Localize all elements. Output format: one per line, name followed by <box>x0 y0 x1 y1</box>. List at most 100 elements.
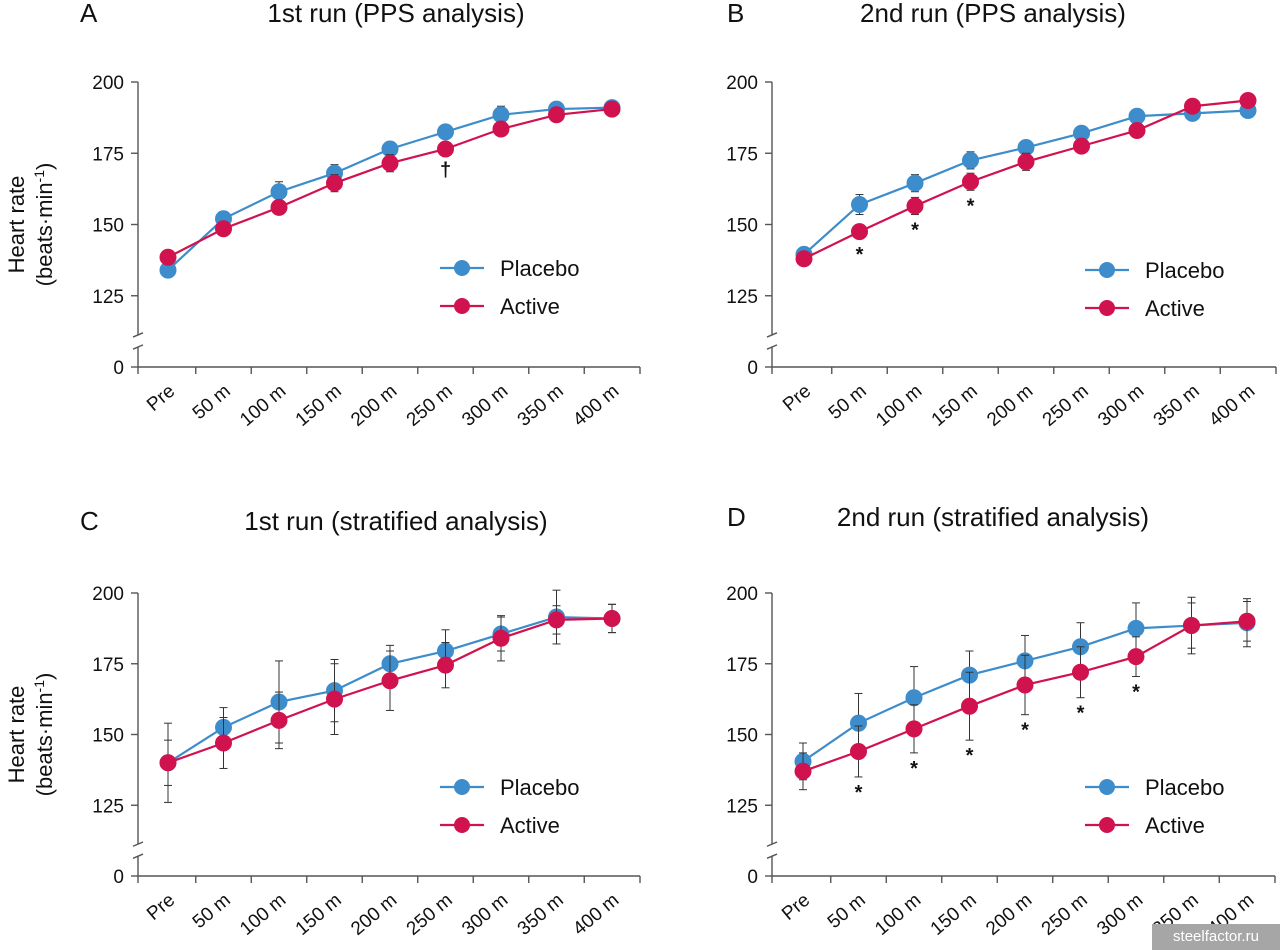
x-tick-label: 400 m <box>1205 381 1259 431</box>
data-point <box>159 248 177 266</box>
significance-mark: * <box>966 745 974 767</box>
legend-marker <box>1099 779 1115 795</box>
data-point <box>851 223 868 241</box>
y-axis-label-close: ) <box>32 163 57 170</box>
x-tick-label: Pre <box>143 890 179 925</box>
x-tick-label: 50 m <box>189 381 235 424</box>
axis-break-mark <box>132 344 144 350</box>
series-line <box>803 109 1249 256</box>
x-tick-label: 400 m <box>569 890 623 940</box>
data-point <box>962 151 979 169</box>
data-point <box>492 629 510 647</box>
significance-mark: * <box>911 220 919 242</box>
axis-break-mark <box>132 332 144 338</box>
chart-panel-c: C 1st run (stratified analysis) 0 125 150 175… <box>4 506 641 940</box>
y-tick-label: 125 <box>92 796 124 817</box>
series-line <box>803 99 1249 260</box>
data-point <box>215 220 232 238</box>
y-tick-label: 150 <box>726 726 758 747</box>
axis-break-mark <box>766 332 778 338</box>
legend-label: Placebo <box>500 256 580 281</box>
x-tick-label: 100 m <box>236 381 290 431</box>
data-point <box>492 106 510 124</box>
x-tick-label: 400 m <box>569 381 623 431</box>
series-active <box>159 603 621 803</box>
data-point <box>794 762 812 780</box>
axis-break-mark <box>766 853 778 859</box>
data-point <box>1127 619 1145 637</box>
data-point <box>1073 137 1090 155</box>
data-point <box>1239 92 1257 110</box>
series-line <box>167 106 613 271</box>
panel-title: 2nd run (stratified analysis) <box>837 502 1149 532</box>
y-axis <box>765 81 778 368</box>
x-tick-label: 150 m <box>928 381 982 431</box>
x-tick-label: 100 m <box>872 381 926 431</box>
legend-label: Active <box>500 294 560 319</box>
data-point <box>270 711 288 729</box>
panel-title: 1st run (PPS analysis) <box>267 0 524 28</box>
panel-letter: B <box>727 0 744 28</box>
axis-break-mark <box>132 841 144 847</box>
y-tick-label: 175 <box>92 655 124 676</box>
y-tick-label: 200 <box>726 73 758 94</box>
data-point <box>548 106 565 124</box>
x-tick-label: 200 m <box>983 381 1037 431</box>
data-point <box>1238 612 1256 630</box>
legend: Placebo Active <box>440 775 580 838</box>
data-point <box>795 250 813 268</box>
y-tick-label: 0 <box>113 867 124 888</box>
data-point <box>270 183 288 201</box>
data-point <box>1184 97 1201 115</box>
data-point <box>961 697 978 715</box>
y-tick-label: 200 <box>726 584 758 605</box>
chart-panel-b: B 2nd run (PPS analysis) 0 125 150 175 200 Pre 5… <box>726 0 1277 431</box>
significance-mark: * <box>856 244 864 266</box>
x-tick-label: Pre <box>779 381 815 416</box>
data-point <box>1072 663 1089 681</box>
data-point <box>326 690 343 708</box>
x-tick-label: Pre <box>143 381 179 416</box>
x-tick-label: 200 m <box>982 890 1036 940</box>
x-tick-label: 150 m <box>292 381 346 431</box>
data-point <box>381 672 399 690</box>
data-point <box>326 174 343 192</box>
data-point <box>1183 617 1200 635</box>
x-tick-label: 350 m <box>1150 381 1204 431</box>
data-point <box>270 198 288 216</box>
y-axis-label-close: ) <box>32 673 57 680</box>
legend-label: Placebo <box>1145 775 1225 800</box>
legend-marker <box>454 779 470 795</box>
data-point <box>905 720 923 738</box>
chart-panel-a: A 1st run (PPS analysis) 0 125 150 175 200 Pre 5… <box>4 0 641 431</box>
x-tick-label: 150 m <box>927 890 981 940</box>
y-tick-label: 175 <box>92 144 124 165</box>
data-point <box>1016 676 1034 694</box>
chart-panel-d: D 2nd run (stratified analysis) 0 125 150 175… <box>726 502 1276 940</box>
data-point <box>437 123 454 141</box>
y-axis-label: Heart rate (beats·min-1) <box>4 163 57 287</box>
y-tick-label: 125 <box>726 287 758 308</box>
x-tick-label: 250 m <box>403 381 457 431</box>
data-point <box>1128 107 1146 125</box>
data-point <box>850 742 867 760</box>
legend-label: Active <box>1145 813 1205 838</box>
legend-label: Placebo <box>500 775 580 800</box>
data-point <box>159 754 177 772</box>
x-tick-label: 350 m <box>514 381 568 431</box>
x-tick-label: 300 m <box>1094 381 1148 431</box>
x-tick-label: 100 m <box>236 890 290 940</box>
y-tick-label: 200 <box>92 584 124 605</box>
data-point <box>905 689 923 707</box>
y-axis-label: Heart rate (beats·min-1) <box>4 673 57 797</box>
y-tick-label: 150 <box>726 216 758 237</box>
data-point <box>492 120 510 138</box>
legend: Placebo Active <box>1085 258 1225 321</box>
y-axis-label-exponent: -1 <box>31 170 47 183</box>
y-axis <box>131 81 144 368</box>
legend-marker <box>1099 300 1115 316</box>
data-point <box>437 656 454 674</box>
y-axis-label-line2: (beats·min-1) <box>31 163 57 287</box>
legend-marker <box>1099 817 1115 833</box>
